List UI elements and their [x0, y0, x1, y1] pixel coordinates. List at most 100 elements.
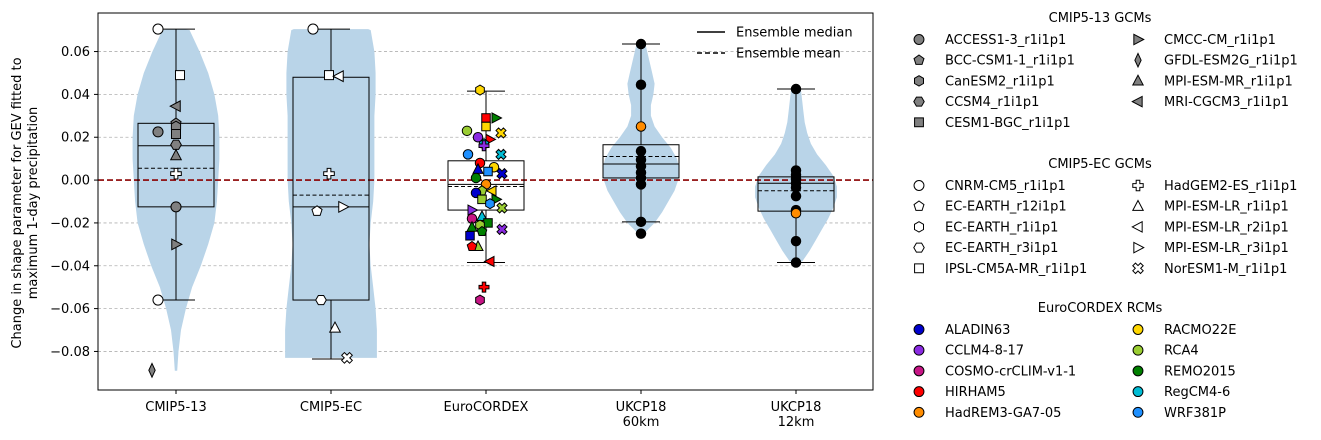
legend-item-label: HadGEM2-ES_r1i1p1 — [1164, 179, 1297, 194]
x-tick-label: CMIP5-EC — [300, 400, 362, 415]
y-tick-label: −0.06 — [50, 302, 90, 317]
data-point — [332, 70, 344, 83]
y-axis-label: maximum 1-day precipitation — [26, 107, 41, 300]
legend-item-label: GFDL-ESM2G_r1i1p1 — [1164, 54, 1298, 69]
y-tick-label: 0.02 — [61, 131, 90, 146]
data-point — [338, 200, 350, 213]
legend-group-title: CMIP5-EC GCMs — [1048, 157, 1152, 172]
data-point — [174, 70, 186, 81]
y-tick-label: −0.02 — [50, 216, 90, 231]
data-point — [790, 190, 802, 202]
legend-item-label: HIRHAM5 — [945, 385, 1006, 400]
legend-marker-pentagon-icon — [913, 54, 925, 65]
data-point — [307, 23, 319, 35]
data-point — [635, 79, 647, 91]
data-point — [496, 223, 508, 236]
legend-group-title: CMIP5-13 GCMs — [1049, 11, 1152, 26]
legend-marker-hexagon-icon — [914, 75, 924, 87]
legend-item-label: MPI-ESM-LR_r1i1p1 — [1164, 200, 1289, 215]
data-point — [635, 216, 647, 228]
legend-marker-circle-icon — [913, 34, 925, 45]
data-point — [315, 294, 327, 306]
data-point — [171, 238, 183, 251]
data-point — [340, 351, 354, 364]
data-point — [790, 208, 802, 219]
legend-item-label: CCLM4-8-17 — [945, 344, 1024, 359]
legend-marker-circle-icon — [913, 386, 925, 398]
legend-marker-triangle-left-icon — [1131, 95, 1143, 108]
legend-line-label: Ensemble mean — [736, 47, 841, 62]
data-point — [495, 127, 507, 139]
legend-marker-triangle-up-icon — [1131, 199, 1145, 211]
data-point — [311, 205, 323, 216]
y-tick-label: 0.06 — [61, 45, 90, 60]
data-point — [467, 204, 479, 216]
data-point — [169, 148, 183, 161]
legend-marker-circle-icon — [1132, 386, 1144, 398]
legend-item-label: MPI-ESM-LR_r3i1p1 — [1164, 241, 1289, 256]
x-tick-label: 12km — [778, 415, 815, 430]
legend-item-label: CESM1-BGC_r1i1p1 — [945, 116, 1071, 131]
data-point — [461, 125, 473, 137]
data-point — [323, 167, 335, 180]
data-point — [790, 257, 802, 268]
data-point — [170, 167, 182, 180]
legend-item-label: MPI-ESM-LR_r2i1p1 — [1164, 220, 1289, 235]
legend-marker-hexagon-icon — [914, 221, 924, 233]
legend-line-label: Ensemble median — [736, 26, 853, 41]
legend-item-label: ACCESS1-3_r1i1p1 — [945, 33, 1066, 48]
legend-marker-hexagon2-icon — [913, 242, 925, 253]
data-point — [635, 228, 647, 239]
legend-item-label: NorESM1-M_r1i1p1 — [1164, 262, 1287, 277]
legend-item-label: IPSL-CM5A-MR_r1i1p1 — [945, 262, 1087, 277]
legend-item-label: WRF381P — [1164, 406, 1226, 421]
legend-marker-circle-icon — [913, 365, 925, 377]
legend-item-label: RACMO22E — [1164, 323, 1236, 338]
data-point — [491, 112, 503, 124]
data-point — [475, 84, 485, 96]
data-point — [323, 70, 335, 81]
legend-item-label: MRI-CGCM3_r1i1p1 — [1164, 95, 1289, 110]
y-tick-label: 0.00 — [61, 174, 90, 189]
violin — [132, 29, 220, 371]
legend-item-label: RCA4 — [1164, 344, 1199, 359]
data-point — [483, 218, 493, 228]
data-point — [466, 240, 478, 252]
data-point — [470, 172, 482, 184]
legend-marker-triangle-right-icon — [1133, 33, 1145, 46]
legend-groups: CMIP5-13 GCMs ACCESS1-3_r1i1p1 CMCC-CM_r1i… — [913, 11, 1298, 421]
legend-marker-square-icon — [914, 263, 924, 274]
legend-item-label: CNRM-CM5_r1i1p1 — [945, 179, 1066, 194]
data-point — [476, 225, 488, 237]
legend-item-label: RegCM4-6 — [1164, 385, 1230, 400]
legend-item-label: EC-EARTH_r3i1p1 — [945, 241, 1058, 256]
legend-marker-circle-icon — [913, 180, 925, 191]
legend-item-label: EC-EARTH_r12i1p1 — [945, 200, 1067, 215]
legend-marker-triangle-right-icon — [1133, 241, 1145, 254]
y-tick-label: −0.08 — [50, 345, 90, 360]
data-point — [635, 121, 647, 132]
axes: 0.06 0.04 0.02 0.00 −0.02 −0.04 −0.06 −0.08 CMIP… — [10, 12, 874, 430]
x-tick-label: UKCP18 — [771, 400, 822, 415]
box — [447, 160, 525, 211]
data-point — [328, 320, 342, 333]
data-point — [481, 121, 491, 132]
boxplots — [137, 28, 835, 360]
x-tick-label: UKCP18 — [616, 400, 667, 415]
y-tick-label: 0.04 — [61, 88, 90, 103]
y-axis-label: Change in shape parameter for GEV fitted… — [10, 57, 25, 348]
data-point — [476, 209, 488, 221]
legend-marker-circle-icon — [913, 324, 925, 335]
legend-marker-plus-icon — [1132, 179, 1144, 192]
data-points — [148, 23, 802, 379]
data-point — [483, 166, 493, 177]
legend-lines: Ensemble median Ensemble mean — [697, 26, 853, 62]
legend-item-label: EC-EARTH_r1i1p1 — [945, 220, 1058, 235]
legend-item-label: CanESM2_r1i1p1 — [945, 74, 1055, 89]
data-point — [152, 126, 164, 138]
legend-marker-cross-x-icon — [1132, 262, 1144, 275]
legend-marker-circle-icon — [1132, 344, 1144, 356]
data-point — [152, 294, 164, 306]
data-point — [495, 148, 507, 161]
